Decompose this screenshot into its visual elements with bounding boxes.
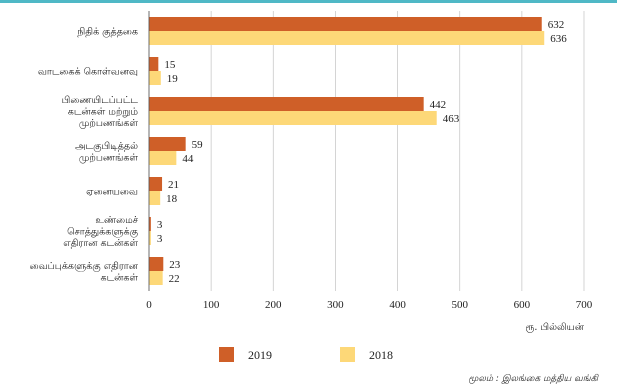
x-tick-label: 400 — [389, 299, 406, 311]
category-label: வாடகைக் கொள்வனவு — [38, 67, 138, 78]
bar-2019-6 — [149, 257, 164, 271]
bar-2018-3 — [149, 151, 177, 165]
value-label-2018-2: 463 — [443, 113, 460, 125]
bar-2018-5 — [149, 231, 151, 245]
category-label: சொத்துக்களுக்கு — [67, 227, 139, 239]
x-tick-label: 600 — [514, 299, 531, 311]
bar-2019-5 — [149, 217, 151, 231]
bars — [149, 17, 545, 285]
x-axis: 0 100 200 300 400 500 600 700 ரூ. பில்லியன் — [146, 11, 593, 333]
category-label: கடன்கள் மற்றும் — [68, 107, 139, 118]
bar-2019-3 — [149, 137, 186, 151]
legend-label-2019: 2019 — [248, 348, 272, 362]
bar-2018-6 — [149, 271, 163, 285]
grid-lines — [148, 11, 585, 291]
value-labels: 632 636 15 19 442 463 59 44 21 18 3 3 23 22 — [157, 19, 567, 285]
bar-2018-1 — [149, 71, 161, 85]
value-label-2019-0: 632 — [548, 19, 565, 31]
value-label-2018-0: 636 — [550, 33, 567, 45]
x-tick-label: 200 — [265, 299, 282, 311]
bar-2018-2 — [149, 111, 437, 125]
category-label: ஏனையவை — [86, 187, 138, 198]
x-axis-title: ரூ. பில்லியன் — [525, 322, 584, 333]
source-note: மூலம் : இலங்கை மத்திய வங்கி — [468, 373, 599, 384]
value-label-2019-3: 59 — [192, 139, 204, 151]
value-label-2018-6: 22 — [169, 273, 180, 285]
legend-label-2018: 2018 — [369, 348, 393, 362]
category-label: உண்மைச் — [95, 215, 138, 226]
legend-swatch-2018 — [340, 347, 355, 362]
value-label-2019-6: 23 — [169, 259, 181, 271]
value-label-2018-1: 19 — [167, 73, 179, 85]
category-label: நிதிக் குத்தகை — [77, 27, 138, 39]
value-label-2019-5: 3 — [157, 219, 163, 231]
bar-2018-0 — [149, 31, 545, 45]
category-labels: நிதிக் குத்தகை வாடகைக் கொள்வனவு பிணையிடப்ப… — [30, 27, 139, 284]
x-tick-label: 500 — [451, 299, 468, 311]
value-label-2019-2: 442 — [430, 99, 447, 111]
category-label: பிணையிடப்பட்ட — [62, 95, 139, 106]
category-label: எதிரான கடன்கள் — [63, 238, 138, 249]
category-label: முற்பணங்கள் — [79, 118, 139, 129]
value-label-2018-5: 3 — [157, 233, 163, 245]
legend: 2019 2018 — [219, 347, 393, 362]
legend-swatch-2019 — [219, 347, 234, 362]
value-label-2019-1: 15 — [164, 59, 176, 71]
bar-2019-1 — [149, 57, 159, 71]
bar-2019-2 — [149, 97, 424, 111]
category-label: அடகுபிடித்தல் — [75, 141, 138, 153]
value-label-2018-4: 18 — [166, 193, 178, 205]
bar-2019-4 — [149, 177, 163, 191]
value-label-2019-4: 21 — [168, 179, 179, 191]
bar-2019-0 — [149, 17, 542, 31]
category-label: கடன்கள் — [101, 272, 139, 283]
x-tick-label: 100 — [203, 299, 220, 311]
top-accent-line — [0, 0, 617, 3]
bar-2018-4 — [149, 191, 161, 205]
value-label-2018-3: 44 — [182, 153, 194, 165]
x-tick-label: 700 — [576, 299, 593, 311]
category-label: முற்பணங்கள் — [79, 152, 139, 163]
x-tick-label: 0 — [146, 299, 152, 311]
x-tick-label: 300 — [327, 299, 344, 311]
category-label: வைப்புக்களுக்கு எதிரான — [30, 261, 139, 273]
